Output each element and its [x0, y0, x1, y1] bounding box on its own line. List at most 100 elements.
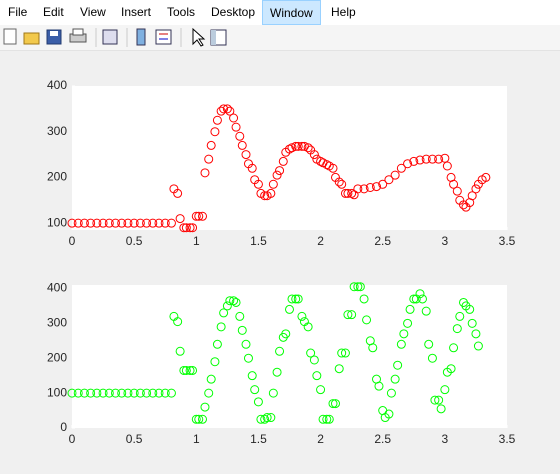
marker [275, 346, 285, 356]
marker [465, 304, 475, 314]
menu-item[interactable]: File [8, 5, 28, 19]
new-icon[interactable] [3, 28, 17, 45]
marker [291, 141, 301, 151]
marker [210, 127, 220, 137]
marker [415, 155, 425, 165]
marker [355, 282, 365, 292]
marker [148, 218, 158, 228]
marker [179, 223, 189, 233]
marker [297, 141, 307, 151]
link-icon[interactable] [102, 29, 118, 45]
x-tick-label: 2 [317, 432, 324, 446]
menu-item[interactable]: Help [331, 5, 356, 19]
marker [111, 218, 120, 228]
marker [359, 184, 369, 194]
marker [278, 156, 288, 166]
x-tick-label: 3 [442, 234, 449, 248]
marker [324, 414, 334, 424]
marker [241, 150, 251, 160]
y-tick-label: 100 [47, 215, 67, 229]
marker [225, 296, 235, 306]
y-tick-label: 200 [47, 350, 67, 364]
y-tick-label: 100 [47, 385, 67, 399]
marker [262, 413, 272, 423]
marker [434, 395, 444, 405]
marker [303, 322, 313, 332]
marker [237, 325, 247, 335]
menu-item[interactable]: Edit [43, 5, 64, 19]
marker [181, 365, 191, 375]
marker [148, 388, 158, 398]
colorbar-icon[interactable] [136, 28, 146, 46]
marker [123, 218, 133, 228]
y-tick-label: 300 [47, 124, 67, 138]
menu-item[interactable]: Tools [167, 5, 196, 19]
marker [235, 311, 245, 321]
marker [334, 364, 344, 374]
marker [204, 154, 214, 164]
marker [440, 385, 450, 395]
marker [160, 388, 170, 398]
x-tick-label: 3.5 [499, 234, 516, 248]
marker [92, 218, 102, 228]
x-tick-label: 0 [69, 234, 76, 248]
marker [135, 388, 145, 398]
marker [349, 282, 359, 292]
menu-item[interactable]: Insert [121, 5, 152, 19]
save-icon[interactable] [46, 29, 62, 45]
x-tick-label: 3 [442, 432, 449, 446]
menu-item[interactable]: Window [262, 0, 321, 25]
legend-icon[interactable] [155, 29, 172, 45]
marker [328, 399, 338, 409]
marker [79, 218, 89, 228]
marker [337, 348, 347, 358]
marker [427, 154, 437, 164]
marker [272, 367, 282, 377]
marker [237, 140, 247, 150]
marker [390, 374, 400, 384]
marker [98, 218, 108, 228]
marker [222, 104, 232, 114]
menu-item[interactable]: Desktop [211, 5, 256, 19]
x-tick-label: 2.5 [374, 234, 391, 248]
marker [268, 388, 278, 398]
marker [98, 388, 108, 398]
menu-item[interactable]: View [80, 5, 106, 19]
print-icon[interactable] [69, 28, 87, 43]
marker [222, 301, 232, 311]
marker [79, 388, 89, 398]
marker [219, 308, 229, 318]
x-tick-label: 1 [193, 234, 200, 248]
marker [266, 413, 276, 423]
marker [378, 179, 388, 189]
marker [166, 388, 176, 398]
y-tick-label: 300 [47, 316, 67, 330]
marker [365, 182, 375, 192]
marker [206, 374, 216, 384]
marker [160, 218, 170, 228]
marker [452, 186, 462, 196]
marker [250, 385, 260, 395]
marker [455, 311, 465, 321]
marker [229, 113, 239, 123]
marker [200, 168, 210, 178]
marker [343, 188, 353, 198]
marker [212, 115, 222, 125]
pointer-icon[interactable] [192, 27, 206, 47]
marker [368, 343, 378, 353]
marker [399, 329, 409, 339]
marker [396, 163, 406, 173]
property-icon[interactable] [210, 29, 227, 46]
marker [206, 140, 216, 150]
marker [198, 211, 207, 221]
marker [111, 388, 120, 398]
marker [343, 310, 353, 320]
x-tick-label: 1.5 [250, 234, 267, 248]
marker [309, 150, 319, 160]
menu-bar: File Edit View Insert Tools Desktop Wind… [0, 0, 560, 25]
marker [442, 161, 452, 171]
marker [347, 310, 357, 320]
marker [247, 371, 257, 381]
y-tick-label: 200 [47, 170, 67, 184]
open-icon[interactable] [23, 32, 40, 45]
